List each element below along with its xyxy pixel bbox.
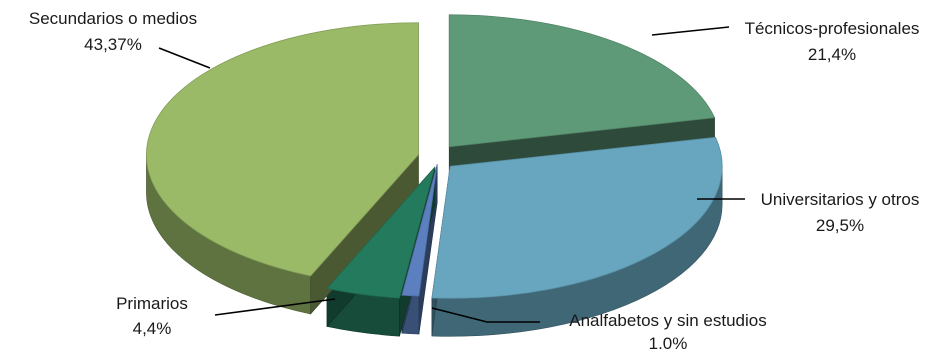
leader-line-2 [431,307,540,323]
pie-slice-3 [326,166,436,299]
slice-label-1: Universitarios y otros [761,190,920,209]
slice-label-3: Primarios [116,294,188,313]
slice-value-3: 4,4% [133,319,172,338]
pie-slice-2 [401,164,438,297]
slice-label-2: Analfabetos y sin estudios [569,311,767,330]
slice-label-4: Secundarios o medios [29,9,197,28]
pie-slice-4 [146,22,419,277]
slice-value-4: 43,37% [84,35,142,54]
slice-label-0: Técnicos-profesionales [745,19,920,38]
slice-value-1: 29,5% [816,216,864,235]
leader-line-4 [158,47,211,69]
slice-value-2: 1.0% [649,334,688,349]
pie-slice-1 [431,136,723,299]
slice-value-0: 21,4% [808,45,856,64]
leader-line-3 [214,298,336,316]
pie-slice-0 [448,14,716,148]
leader-line-0 [651,26,730,36]
